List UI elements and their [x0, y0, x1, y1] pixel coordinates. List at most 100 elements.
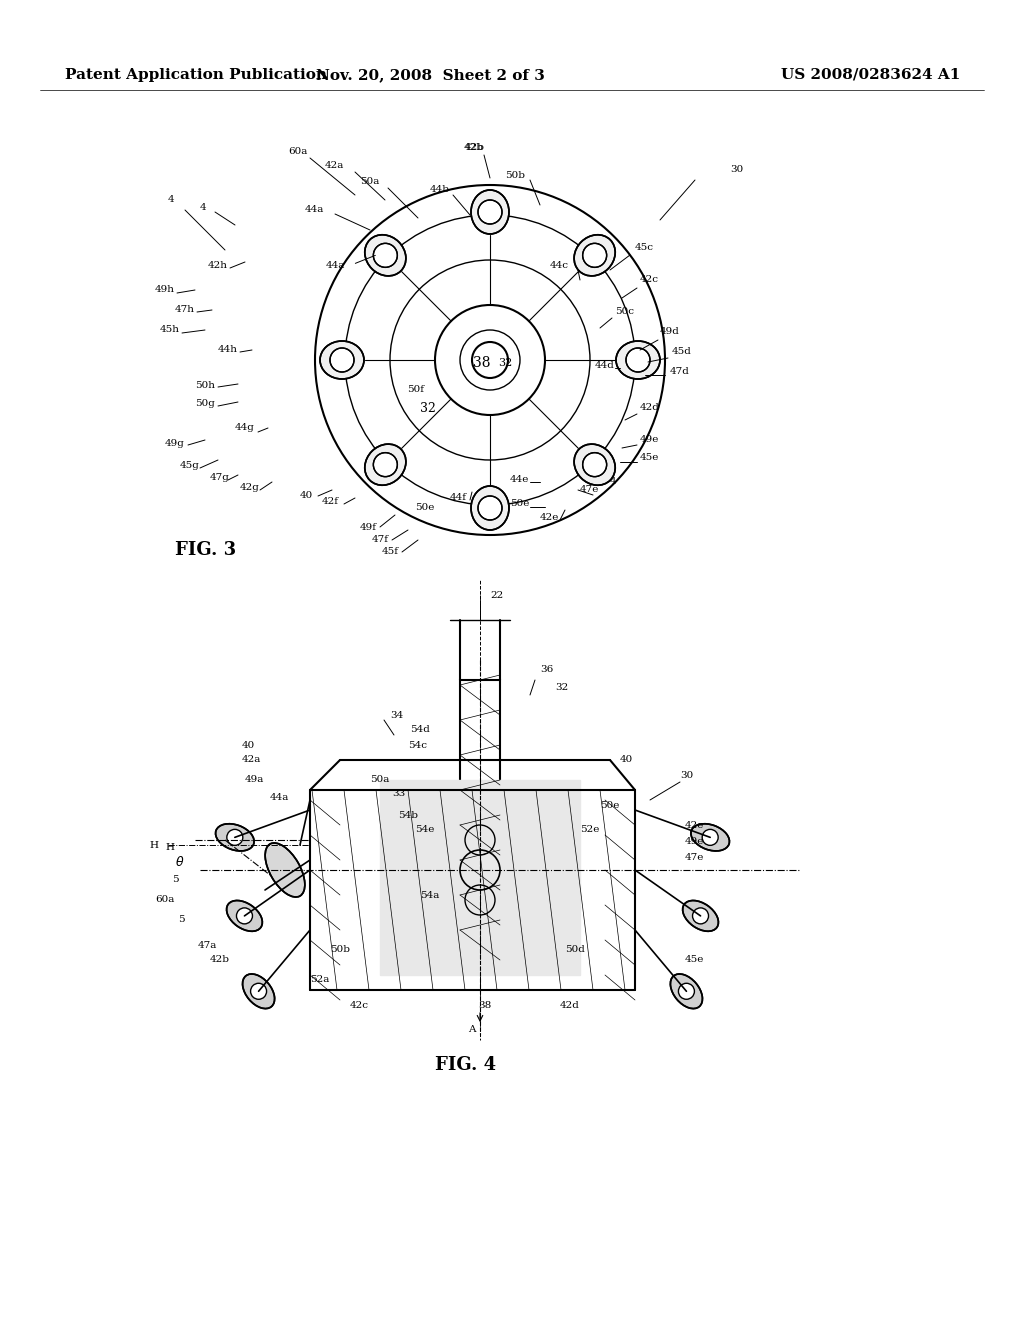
Text: 47h: 47h — [175, 305, 195, 314]
Text: 45e: 45e — [640, 454, 659, 462]
Text: 54a: 54a — [420, 891, 439, 899]
Circle shape — [692, 908, 709, 924]
Text: 52a: 52a — [310, 975, 330, 985]
Ellipse shape — [671, 974, 702, 1008]
Text: 49h: 49h — [155, 285, 175, 294]
Text: 4: 4 — [168, 195, 175, 205]
Text: 22: 22 — [490, 590, 503, 599]
Text: 60a: 60a — [288, 148, 307, 157]
Text: US 2008/0283624 A1: US 2008/0283624 A1 — [780, 69, 961, 82]
Text: 40: 40 — [242, 741, 255, 750]
Circle shape — [626, 348, 650, 372]
Text: 42f: 42f — [322, 498, 339, 507]
Text: 49e: 49e — [685, 837, 705, 846]
Text: 45e: 45e — [685, 956, 705, 965]
Text: 34: 34 — [390, 710, 403, 719]
Text: FIG. 3: FIG. 3 — [175, 541, 237, 558]
Text: 32: 32 — [555, 684, 568, 693]
Text: 50a: 50a — [360, 177, 379, 186]
Ellipse shape — [365, 444, 406, 486]
Text: 47f: 47f — [372, 536, 389, 544]
Ellipse shape — [215, 824, 254, 851]
Text: 44a: 44a — [326, 261, 345, 269]
Ellipse shape — [683, 900, 719, 932]
Text: 45g: 45g — [180, 461, 200, 470]
Text: 42b: 42b — [210, 956, 230, 965]
Polygon shape — [380, 780, 580, 975]
Text: 47e: 47e — [685, 854, 705, 862]
Circle shape — [237, 908, 253, 924]
Text: 42e: 42e — [540, 513, 559, 523]
Text: Patent Application Publication: Patent Application Publication — [65, 69, 327, 82]
Text: $\theta$: $\theta$ — [175, 855, 184, 869]
Ellipse shape — [574, 444, 615, 486]
Ellipse shape — [365, 235, 406, 276]
Text: 44a: 44a — [270, 793, 290, 803]
Ellipse shape — [616, 341, 660, 379]
Text: 50b: 50b — [330, 945, 350, 954]
Text: 50b: 50b — [505, 170, 525, 180]
Text: 50e: 50e — [415, 503, 434, 512]
Ellipse shape — [226, 900, 262, 932]
Text: 45d: 45d — [672, 347, 692, 356]
Ellipse shape — [691, 824, 729, 851]
Text: 50c: 50c — [615, 308, 634, 317]
Text: 50h: 50h — [195, 380, 215, 389]
Text: 40: 40 — [300, 491, 313, 499]
Text: 33: 33 — [392, 788, 406, 797]
Text: H: H — [165, 843, 174, 853]
Text: 50e: 50e — [600, 800, 620, 809]
Text: 47e: 47e — [580, 486, 599, 495]
Ellipse shape — [265, 843, 305, 898]
Text: 45c: 45c — [635, 243, 654, 252]
Text: 4: 4 — [200, 203, 207, 213]
Circle shape — [330, 348, 354, 372]
Text: 50e: 50e — [510, 499, 529, 507]
Text: 42a: 42a — [325, 161, 344, 169]
Text: 54b: 54b — [398, 810, 418, 820]
Text: 45f: 45f — [382, 548, 399, 557]
Text: 44b: 44b — [430, 186, 450, 194]
Circle shape — [374, 453, 397, 477]
Text: 38: 38 — [478, 1001, 492, 1010]
Text: 36: 36 — [540, 665, 553, 675]
Circle shape — [251, 983, 266, 999]
Text: 49d: 49d — [660, 327, 680, 337]
Circle shape — [702, 829, 718, 845]
Text: 52e: 52e — [580, 825, 599, 834]
Text: 5: 5 — [178, 916, 184, 924]
Text: 38: 38 — [473, 356, 490, 370]
Text: 49e: 49e — [640, 436, 659, 445]
Text: 44c: 44c — [550, 260, 569, 269]
Text: 44d: 44d — [595, 360, 614, 370]
Text: 47d: 47d — [670, 367, 690, 376]
Text: 4: 4 — [610, 478, 616, 487]
Text: 50d: 50d — [565, 945, 585, 954]
Circle shape — [227, 829, 243, 845]
Text: 42a: 42a — [242, 755, 261, 764]
Text: 40: 40 — [620, 755, 633, 764]
Ellipse shape — [471, 190, 509, 234]
Circle shape — [679, 983, 694, 999]
Text: 44g: 44g — [234, 424, 255, 433]
Text: 54c: 54c — [408, 741, 427, 750]
Text: 42c: 42c — [350, 1001, 369, 1010]
Text: 42e: 42e — [685, 821, 705, 829]
Circle shape — [374, 243, 397, 268]
Text: 5: 5 — [172, 875, 178, 884]
Circle shape — [478, 201, 502, 224]
Text: 42b: 42b — [465, 144, 485, 153]
Text: 42h: 42h — [208, 260, 228, 269]
Text: 45h: 45h — [160, 326, 180, 334]
Text: 42c: 42c — [640, 276, 659, 285]
Text: 44f: 44f — [450, 494, 467, 503]
Ellipse shape — [319, 341, 364, 379]
Circle shape — [478, 496, 502, 520]
Text: 44a: 44a — [305, 206, 325, 214]
Text: 42d: 42d — [560, 1001, 580, 1010]
Circle shape — [583, 453, 606, 477]
Text: A: A — [468, 1026, 475, 1035]
Text: 50a: 50a — [370, 776, 389, 784]
Text: 50f: 50f — [407, 385, 424, 395]
Ellipse shape — [243, 974, 274, 1008]
